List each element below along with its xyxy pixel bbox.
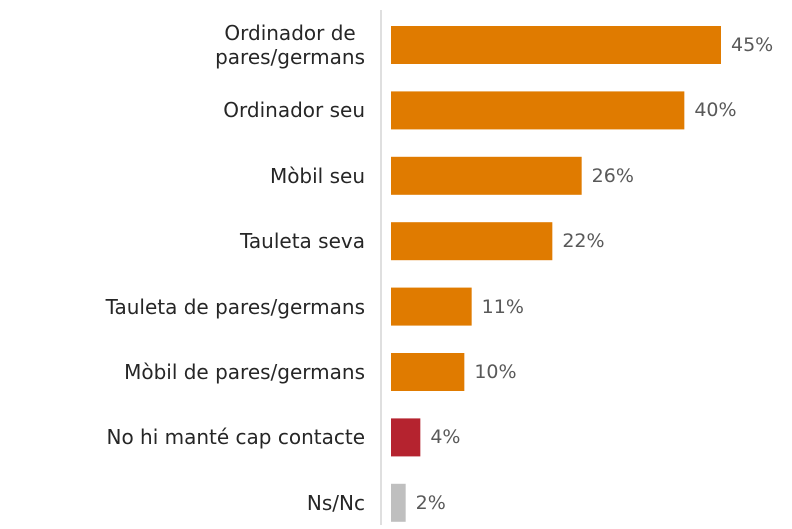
value-label: 45%: [731, 34, 774, 56]
bar: [391, 483, 406, 522]
bar: [391, 156, 582, 195]
value-label: 4%: [430, 426, 461, 449]
bar: [391, 222, 553, 261]
value-label: 22%: [562, 230, 605, 253]
category-label: Tauleta seva: [240, 229, 365, 254]
category-label: Mòbil seu: [269, 163, 365, 188]
bar: [391, 26, 721, 64]
category-label: No hi manté cap contacte: [106, 425, 365, 450]
value-label: 26%: [591, 164, 634, 187]
bar: [391, 418, 421, 457]
value-label: 40%: [694, 99, 737, 122]
bar: [391, 287, 472, 326]
bar: [391, 91, 685, 130]
value-label: 11%: [481, 295, 524, 318]
value-label: 10%: [474, 361, 517, 383]
category-label: Ordinador seu: [223, 98, 365, 123]
category-label: Tauleta de pares/germans: [105, 294, 365, 319]
category-label: Ordinador de pares/germans: [215, 21, 365, 69]
bar: [391, 353, 465, 391]
value-label: 2%: [415, 491, 446, 514]
category-label: Mòbil de pares/germans: [124, 360, 365, 384]
category-label: Ns/Nc: [306, 490, 365, 515]
